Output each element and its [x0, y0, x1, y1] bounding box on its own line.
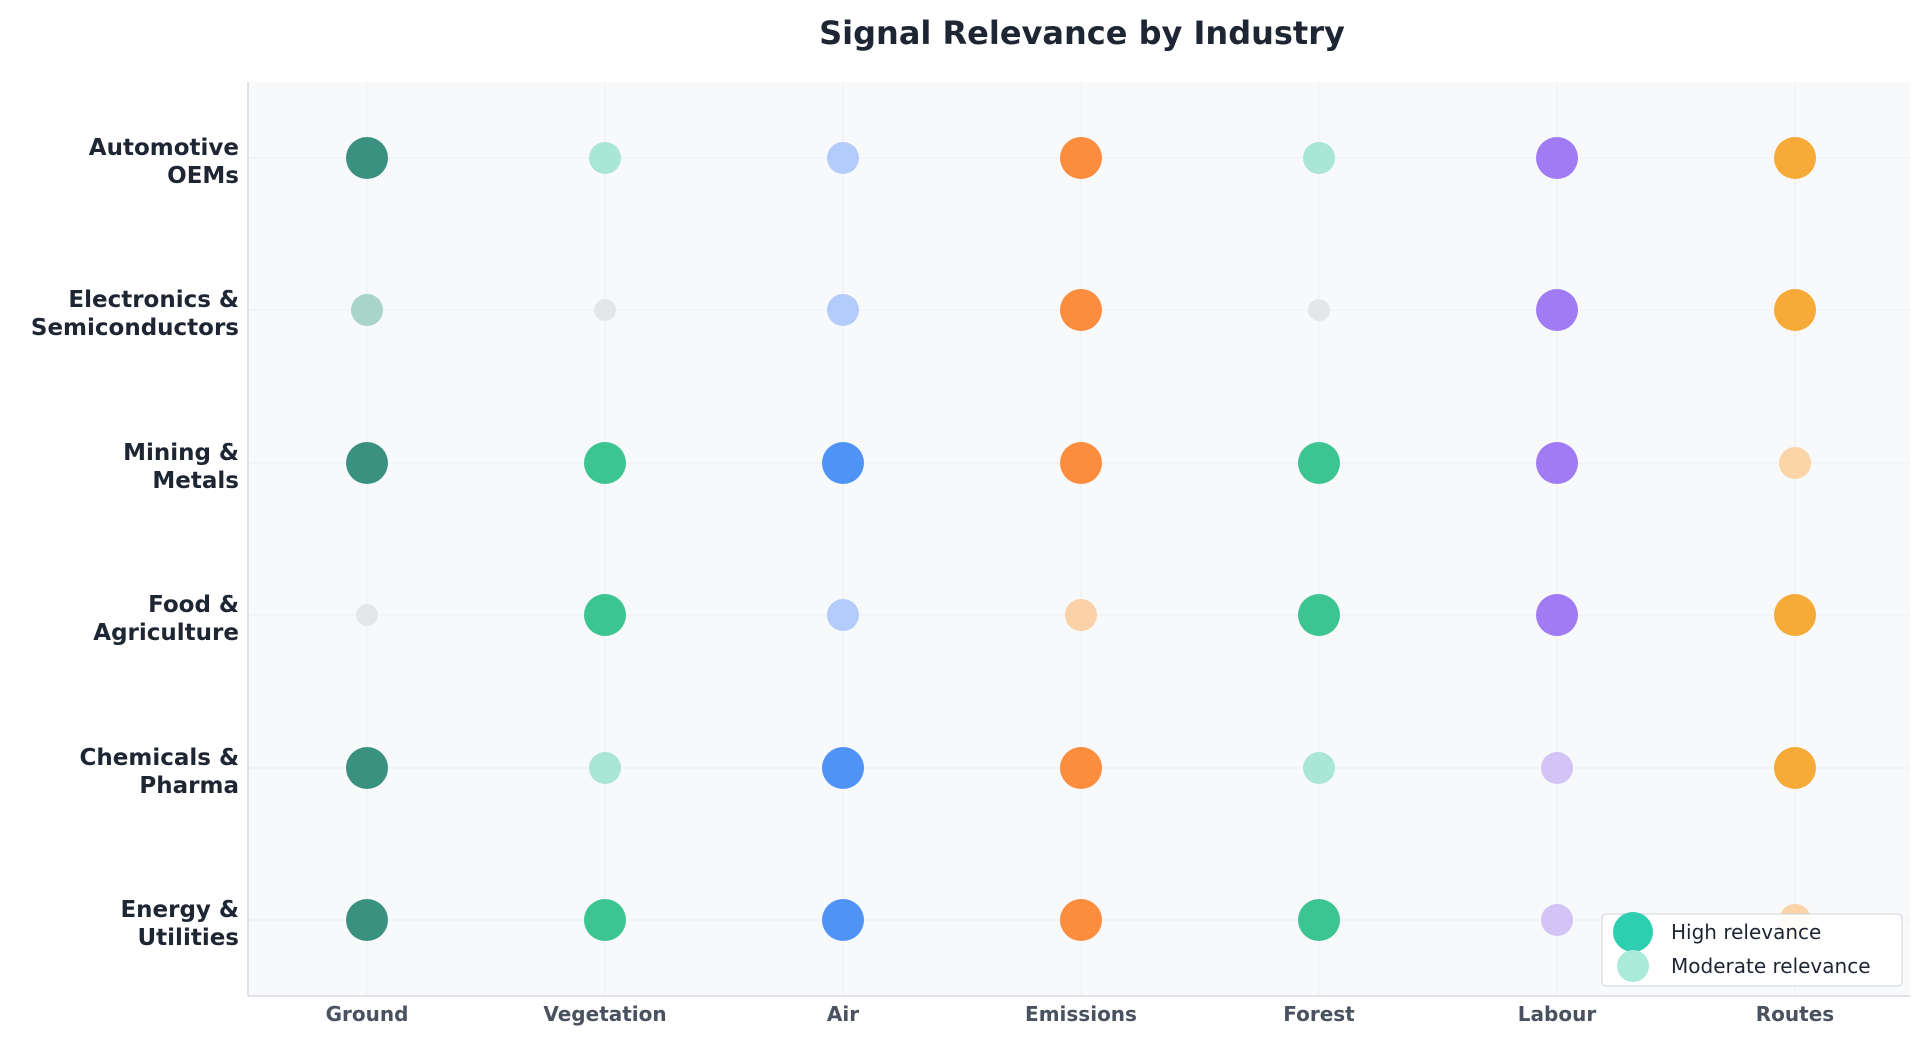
point-routes-high [1774, 289, 1816, 331]
x-tick-label-routes: Routes [1756, 1002, 1834, 1026]
x-tick-label-air: Air [827, 1002, 859, 1026]
point-forest-moderate [1303, 142, 1335, 174]
y-tick-label: Electronics & [68, 287, 239, 313]
point-routes-moderate [1779, 447, 1811, 479]
point-emissions-moderate [1065, 599, 1097, 631]
point-ground-moderate [351, 294, 383, 326]
point-forest-moderate [1303, 752, 1335, 784]
x-tick-label-vegetation: Vegetation [543, 1002, 666, 1026]
point-ground-high [346, 747, 388, 789]
point-air-moderate [827, 599, 859, 631]
point-emissions-high [1060, 289, 1102, 331]
x-tick-label-labour: Labour [1518, 1002, 1597, 1026]
point-labour-high [1536, 137, 1578, 179]
point-air-moderate [827, 294, 859, 326]
legend-label-high: High relevance [1671, 920, 1821, 944]
x-tick-label-ground: Ground [326, 1002, 409, 1026]
point-forest-high [1298, 442, 1340, 484]
point-vegetation-moderate [589, 752, 621, 784]
chart-title: Signal Relevance by Industry [819, 14, 1345, 52]
point-ground-high [346, 137, 388, 179]
point-air-moderate [827, 142, 859, 174]
point-emissions-high [1060, 137, 1102, 179]
legend-box [1601, 913, 1903, 987]
y-tick-label: Semiconductors [31, 315, 239, 341]
point-forest-high [1298, 899, 1340, 941]
x-tick-labels: Ground Vegetation Air Emissions Forest Labour… [326, 1002, 1835, 1026]
point-labour-high [1536, 594, 1578, 636]
point-routes-high [1774, 594, 1816, 636]
x-tick-label-emissions: Emissions [1025, 1002, 1137, 1026]
point-ground-low [356, 604, 378, 626]
y-tick-label: Utilities [138, 925, 240, 951]
point-labour-moderate [1541, 904, 1573, 936]
point-forest-low [1308, 299, 1330, 321]
point-forest-high [1298, 594, 1340, 636]
point-labour-high [1536, 442, 1578, 484]
legend-marker-moderate [1617, 950, 1649, 982]
y-tick-label: OEMs [167, 163, 239, 189]
point-vegetation-moderate [589, 142, 621, 174]
y-tick-label: Metals [152, 468, 239, 494]
point-ground-high [346, 899, 388, 941]
point-vegetation-high [584, 899, 626, 941]
point-air-high [822, 442, 864, 484]
y-tick-label: Automotive [89, 135, 239, 161]
point-air-high [822, 747, 864, 789]
y-tick-label: Chemicals & [80, 745, 240, 771]
point-vegetation-high [584, 594, 626, 636]
point-emissions-high [1060, 899, 1102, 941]
point-emissions-high [1060, 442, 1102, 484]
point-emissions-high [1060, 747, 1102, 789]
y-tick-label: Mining & [123, 440, 239, 466]
point-labour-moderate [1541, 752, 1573, 784]
point-ground-high [346, 442, 388, 484]
plot-area [248, 82, 1910, 996]
point-air-high [822, 899, 864, 941]
point-vegetation-high [584, 442, 626, 484]
x-tick-label-forest: Forest [1283, 1002, 1355, 1026]
point-routes-high [1774, 137, 1816, 179]
point-routes-high [1774, 747, 1816, 789]
y-tick-label: Agriculture [93, 620, 239, 646]
y-tick-label: Energy & [120, 897, 239, 923]
y-tick-label: Pharma [139, 773, 239, 799]
legend-label-moderate: Moderate relevance [1671, 954, 1871, 978]
point-vegetation-low [594, 299, 616, 321]
point-labour-high [1536, 289, 1578, 331]
y-tick-label: Food & [148, 592, 239, 618]
legend: High relevance Moderate relevance [1601, 912, 1903, 987]
legend-marker-high [1613, 912, 1653, 952]
